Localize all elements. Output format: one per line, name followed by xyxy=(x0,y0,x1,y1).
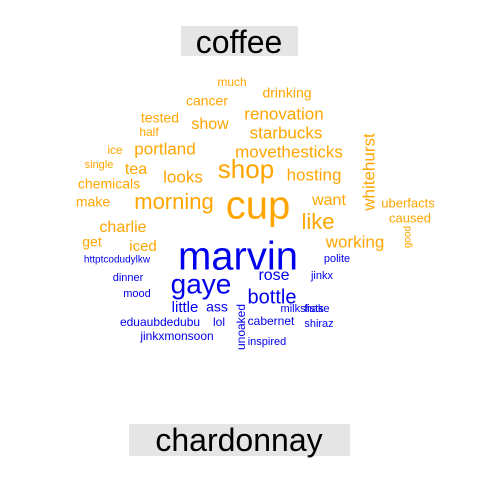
group-label-coffee: coffee xyxy=(196,24,283,60)
word-chardonnay-marvin: marvin xyxy=(178,235,298,279)
word-chardonnay-jinkxmonsoon: jinkxmonsoon xyxy=(139,329,213,343)
word-coffee-whitehurst: whitehurst xyxy=(359,133,378,212)
word-chardonnay-little: little xyxy=(172,299,199,316)
word-chardonnay-milkshake: milkshake xyxy=(281,303,330,315)
word-chardonnay-unoaked: unoaked xyxy=(234,304,248,350)
word-coffee-want: want xyxy=(311,192,346,209)
word-coffee-iced: iced xyxy=(129,238,157,255)
word-coffee-cancer: cancer xyxy=(186,93,228,109)
word-coffee-looks: looks xyxy=(163,167,203,186)
word-chardonnay-polite: polite xyxy=(324,253,350,265)
word-chardonnay-rose: rose xyxy=(258,267,289,284)
word-chardonnay-jinkx: jinkx xyxy=(310,270,334,282)
word-chardonnay-cabernet: cabernet xyxy=(248,314,295,328)
word-chardonnay-dinner: dinner xyxy=(113,272,144,284)
word-coffee-half: half xyxy=(139,125,159,139)
word-coffee-tea: tea xyxy=(125,161,147,178)
word-chardonnay-ass: ass xyxy=(206,299,228,315)
word-coffee-ice: ice xyxy=(107,143,123,157)
word-coffee-charlie: charlie xyxy=(99,219,146,236)
word-coffee-starbucks: starbucks xyxy=(250,123,323,142)
word-coffee-like: like xyxy=(301,209,334,234)
word-coffee-movethesticks: movethesticks xyxy=(235,142,343,161)
word-coffee-morning: morning xyxy=(134,189,213,214)
word-chardonnay-httptcodudylkw: httptcodudylkw xyxy=(84,255,151,266)
word-coffee-single: single xyxy=(85,159,114,171)
group-label-background-chardonnay xyxy=(129,424,350,456)
group-label-chardonnay: chardonnay xyxy=(155,422,322,458)
word-chardonnay-bottle: bottle xyxy=(248,286,297,308)
word-chardonnay-eduaubdedubu: eduaubdedubu xyxy=(120,315,200,329)
word-coffee-cup: cup xyxy=(226,184,291,228)
word-chardonnay-inspired: inspired xyxy=(248,336,287,348)
word-coffee-show: show xyxy=(191,116,229,133)
word-coffee-caused: caused xyxy=(389,210,431,225)
word-chardonnay-mood: mood xyxy=(123,288,151,300)
word-chardonnay-lol: lol xyxy=(213,315,225,329)
word-coffee-working: working xyxy=(325,232,385,251)
word-coffee-tested: tested xyxy=(141,110,179,126)
word-coffee-drinking: drinking xyxy=(262,85,311,101)
word-chardonnay-shiraz: shiraz xyxy=(304,318,333,330)
word-coffee-shop: shop xyxy=(218,154,274,184)
word-coffee-portland: portland xyxy=(134,139,195,158)
word-coffee-renovation: renovation xyxy=(244,104,323,123)
word-coffee-chemicals: chemicals xyxy=(78,176,140,192)
word-coffee-get: get xyxy=(82,234,102,250)
word-coffee-uberfacts: uberfacts xyxy=(381,195,435,210)
group-label-background-coffee xyxy=(181,26,298,56)
word-chardonnay-gaye: gaye xyxy=(171,268,232,299)
word-coffee-make: make xyxy=(76,194,110,210)
word-coffee-much: much xyxy=(217,75,246,89)
word-chardonnay-fists: fists xyxy=(304,303,324,315)
word-coffee-good: good xyxy=(403,226,414,248)
word-coffee-hosting: hosting xyxy=(287,165,342,184)
